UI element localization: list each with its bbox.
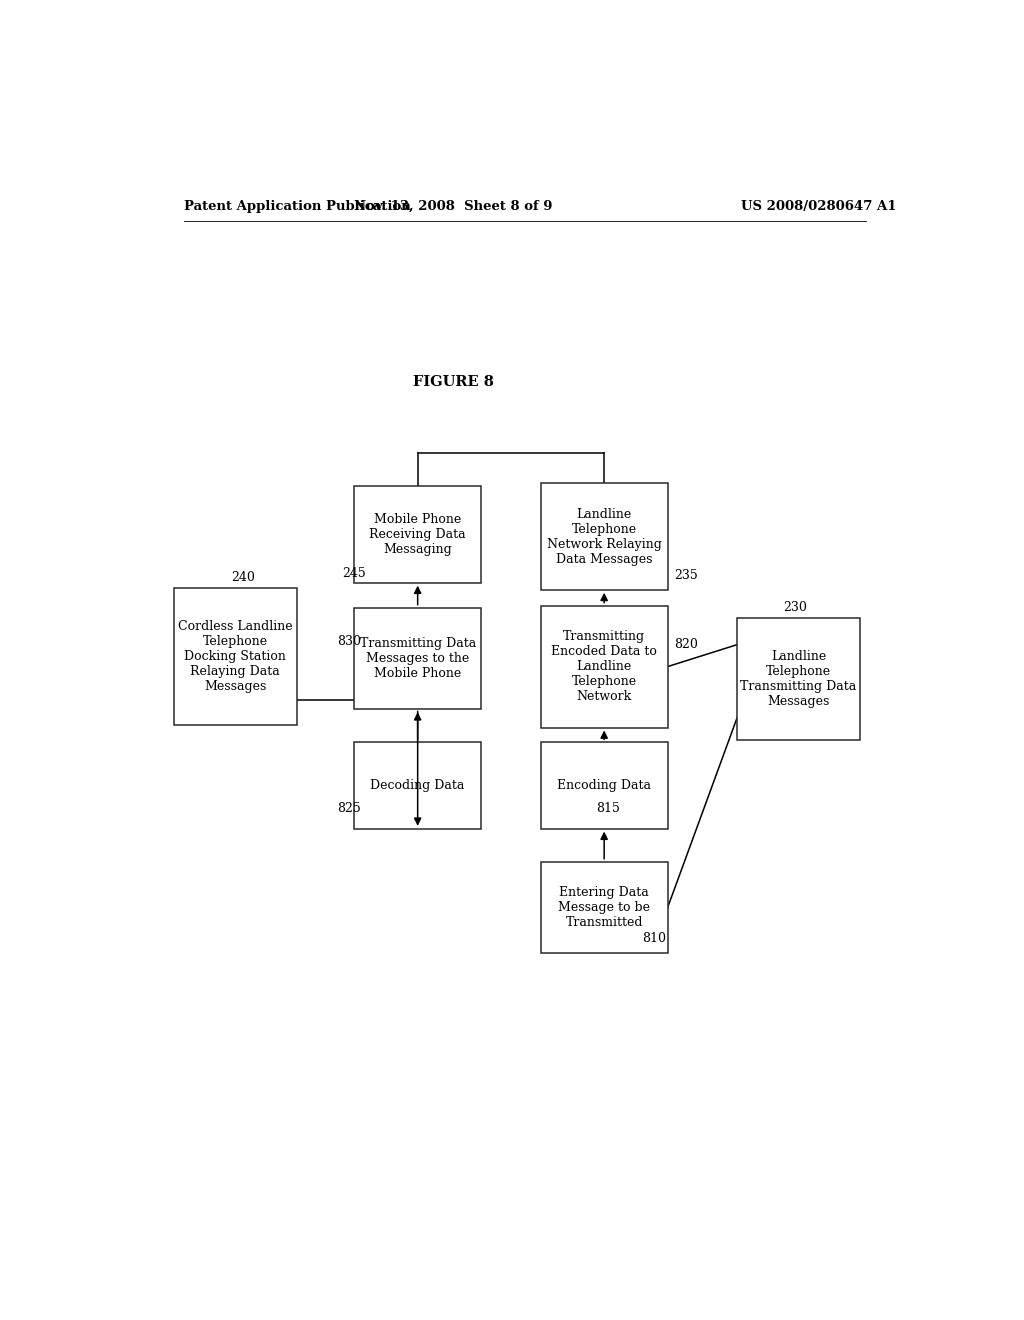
Text: Encoding Data: Encoding Data <box>557 779 651 792</box>
Text: 825: 825 <box>337 803 360 816</box>
FancyBboxPatch shape <box>541 483 668 590</box>
Text: 245: 245 <box>342 566 366 579</box>
Text: FIGURE 8: FIGURE 8 <box>413 375 494 389</box>
FancyBboxPatch shape <box>541 606 668 727</box>
Text: 235: 235 <box>674 569 697 582</box>
Text: Landline
Telephone
Network Relaying
Data Messages: Landline Telephone Network Relaying Data… <box>547 507 662 565</box>
Text: Transmitting Data
Messages to the
Mobile Phone: Transmitting Data Messages to the Mobile… <box>359 638 476 680</box>
Text: Transmitting
Encoded Data to
Landline
Telephone
Network: Transmitting Encoded Data to Landline Te… <box>551 630 657 704</box>
Text: Entering Data
Message to be
Transmitted: Entering Data Message to be Transmitted <box>558 886 650 929</box>
Text: Decoding Data: Decoding Data <box>371 779 465 792</box>
FancyBboxPatch shape <box>541 742 668 829</box>
Text: 230: 230 <box>782 601 807 614</box>
Text: 820: 820 <box>674 638 698 651</box>
Text: Landline
Telephone
Transmitting Data
Messages: Landline Telephone Transmitting Data Mes… <box>740 649 857 708</box>
FancyBboxPatch shape <box>354 607 481 709</box>
FancyBboxPatch shape <box>541 862 668 953</box>
Text: Patent Application Publication: Patent Application Publication <box>183 199 411 213</box>
Text: Mobile Phone
Receiving Data
Messaging: Mobile Phone Receiving Data Messaging <box>370 513 466 556</box>
Text: 240: 240 <box>231 570 255 583</box>
Text: 810: 810 <box>642 932 667 945</box>
Text: Cordless Landline
Telephone
Docking Station
Relaying Data
Messages: Cordless Landline Telephone Docking Stat… <box>178 620 293 693</box>
FancyBboxPatch shape <box>174 587 297 725</box>
FancyBboxPatch shape <box>737 618 860 739</box>
Text: 830: 830 <box>337 635 360 648</box>
Text: 815: 815 <box>596 803 621 816</box>
FancyBboxPatch shape <box>354 742 481 829</box>
FancyBboxPatch shape <box>354 486 481 582</box>
Text: Nov. 13, 2008  Sheet 8 of 9: Nov. 13, 2008 Sheet 8 of 9 <box>354 199 553 213</box>
Text: US 2008/0280647 A1: US 2008/0280647 A1 <box>740 199 896 213</box>
